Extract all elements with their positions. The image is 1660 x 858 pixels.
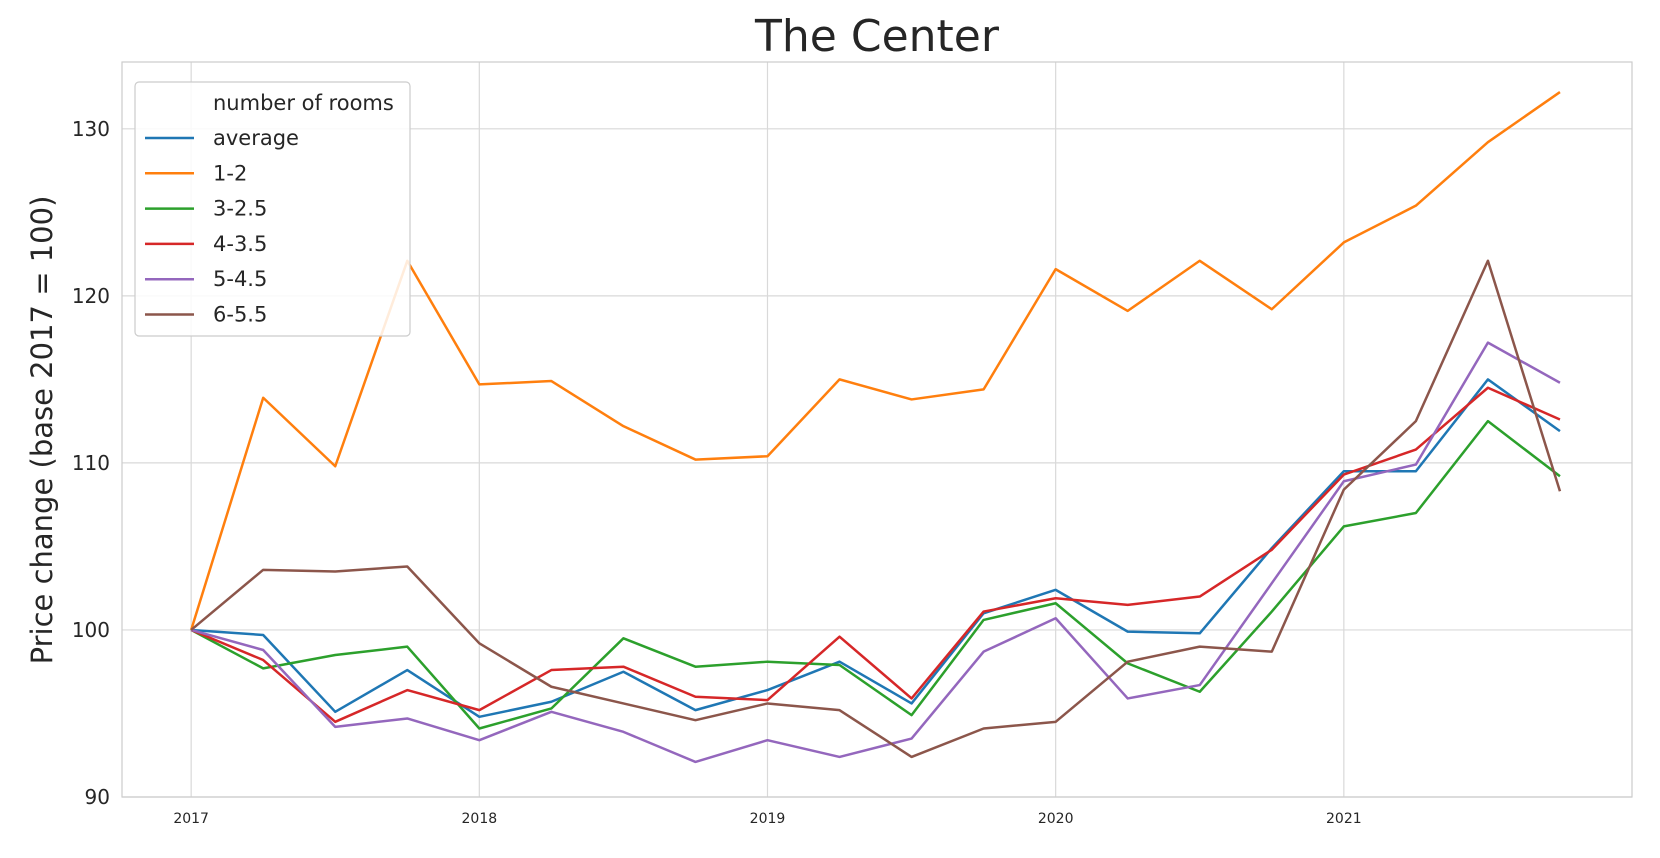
y-tick-label: 110 xyxy=(72,451,110,475)
series-line-average xyxy=(191,378,1561,719)
y-tick-label: 120 xyxy=(72,284,110,308)
x-tick-label: 2019 xyxy=(750,811,786,827)
series-line-1-2 xyxy=(189,91,1561,631)
y-tick-label: 130 xyxy=(72,117,110,141)
series-layer xyxy=(189,91,1562,764)
tick-layer: 90 100 110 120 130 2017 2018 2019 2020 2021 xyxy=(72,117,1362,827)
chart-title: The Center xyxy=(754,11,1000,62)
legend-entry-label: 5-4.5 xyxy=(213,267,267,291)
legend-title: number of rooms xyxy=(213,91,394,115)
y-axis-label: Price change (base 2017 = 100) xyxy=(25,196,59,665)
legend-entry-label: 6-5.5 xyxy=(213,303,267,327)
legend-entry-label: 1-2 xyxy=(213,161,247,185)
legend-entry-label: average xyxy=(213,126,299,150)
x-tick-label: 2021 xyxy=(1326,811,1362,827)
plot-area-frame xyxy=(121,61,1633,798)
x-tick-label: 2018 xyxy=(462,811,498,827)
legend-entry-label: 3-2.5 xyxy=(213,197,267,221)
x-tick-label: 2020 xyxy=(1038,811,1074,827)
series-line-3-2.5 xyxy=(190,419,1561,730)
legend-box xyxy=(134,81,411,337)
x-tick-label: 2017 xyxy=(173,811,209,827)
y-tick-label: 90 xyxy=(85,785,110,809)
legend: number of rooms average 1-2 3-2.5 4-3.5 5-4.… xyxy=(134,81,411,337)
series-line-5-4.5 xyxy=(190,341,1561,764)
legend-entry-label: 4-3.5 xyxy=(213,232,267,256)
series-line-4-3.5 xyxy=(190,386,1561,724)
series-line-6-5.5 xyxy=(190,259,1562,759)
y-tick-label: 100 xyxy=(72,618,110,642)
legend-items: average 1-2 3-2.5 4-3.5 5-4.5 6-5.5 xyxy=(145,126,299,327)
